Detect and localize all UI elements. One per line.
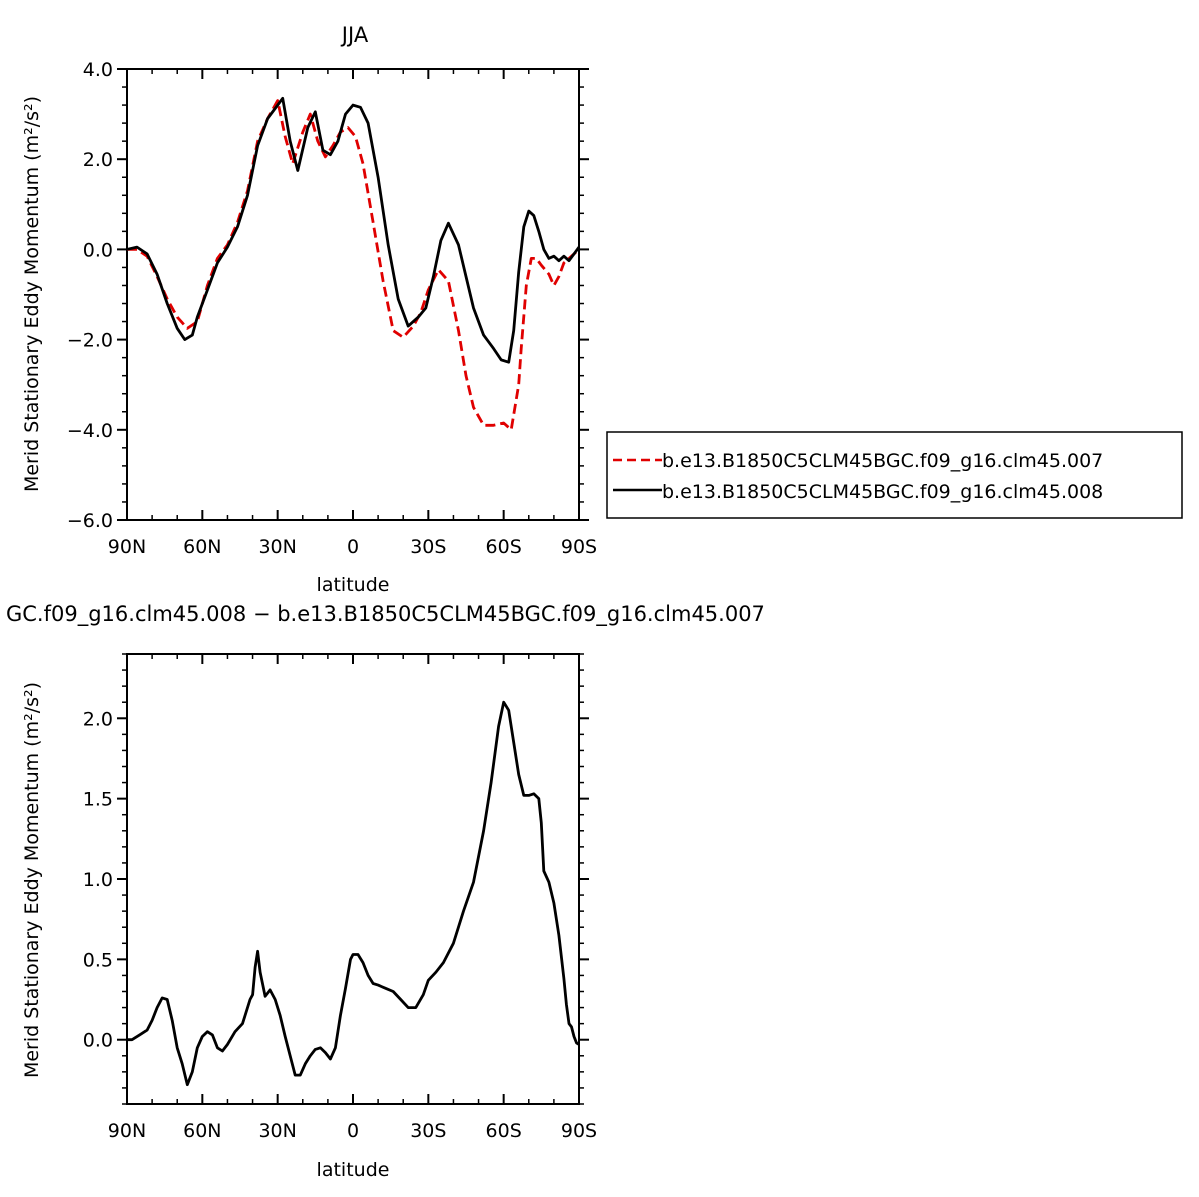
x-tick-label: 90S [561, 536, 597, 558]
y-tick-label: 0.0 [83, 1030, 113, 1052]
bottom-chart-title: GC.f09_g16.clm45.008 − b.e13.B1850C5CLM4… [6, 602, 765, 627]
legend-label-008: b.e13.B1850C5CLM45BGC.f09_g16.clm45.008 [662, 481, 1103, 503]
top-chart-title: JJA [340, 23, 369, 47]
legend-frame [606, 431, 1183, 519]
bottom-series-lines [127, 700, 580, 1087]
x-tick-label: 90N [108, 536, 146, 558]
bottom-x-tick-labels: 90N 60N 30N 0 30S 60S 90S [108, 1120, 597, 1142]
top-panel: JJA 90N 60N 30N 0 30S 60S 90S −6.0 −4.0 −2.0 0.0 2… [21, 23, 597, 596]
y-tick-label: 2.0 [83, 708, 113, 730]
x-tick-label: 30N [258, 536, 296, 558]
series-line-2 [126, 96, 581, 364]
top-x-tick-labels: 90N 60N 30N 0 30S 60S 90S [108, 536, 597, 558]
bottom-axis-ticks [117, 653, 589, 1105]
y-tick-label: −6.0 [67, 510, 113, 532]
series-line-1 [127, 99, 580, 432]
y-tick-label: −2.0 [67, 330, 113, 352]
x-tick-label: 60S [486, 536, 522, 558]
top-y-axis-unit: (m²/s²) [21, 96, 43, 161]
top-y-axis-label-text: Merid Stationary Eddy Momentum [21, 167, 43, 492]
y-tick-label: −4.0 [67, 420, 113, 442]
series-line-1 [127, 700, 580, 1087]
top-series-lines [126, 96, 581, 432]
x-tick-label: 60S [486, 1120, 522, 1142]
x-tick-label: 0 [347, 1120, 359, 1142]
legend: b.e13.B1850C5CLM45BGC.f09_g16.clm45.007 … [606, 431, 1183, 519]
y-tick-label: 4.0 [83, 59, 113, 81]
legend-label-007: b.e13.B1850C5CLM45BGC.f09_g16.clm45.007 [662, 450, 1103, 472]
top-y-tick-labels: −6.0 −4.0 −2.0 0.0 2.0 4.0 [67, 59, 113, 532]
x-tick-label: 60N [183, 536, 221, 558]
top-y-axis-label: Merid Stationary Eddy Momentum (m²/s²) [21, 96, 43, 492]
bottom-y-axis-unit: (m²/s²) [21, 682, 43, 747]
x-tick-label: 30S [410, 1120, 446, 1142]
bottom-x-axis-label: latitude [317, 1159, 390, 1181]
top-axis-ticks [117, 68, 589, 521]
x-tick-label: 90N [108, 1120, 146, 1142]
x-tick-label: 0 [347, 536, 359, 558]
y-tick-label: 1.5 [83, 789, 113, 811]
bottom-y-tick-labels: 0.0 0.5 1.0 1.5 2.0 [83, 708, 113, 1051]
top-plot-frame [126, 68, 580, 521]
y-tick-label: 0.0 [83, 239, 113, 261]
bottom-y-axis-label: Merid Stationary Eddy Momentum (m²/s²) [21, 682, 43, 1078]
x-tick-label: 60N [183, 1120, 221, 1142]
y-tick-label: 1.0 [83, 869, 113, 891]
x-tick-label: 90S [561, 1120, 597, 1142]
x-tick-label: 30S [410, 536, 446, 558]
bottom-panel: GC.f09_g16.clm45.008 − b.e13.B1850C5CLM4… [6, 602, 765, 1181]
bottom-y-axis-label-text: Merid Stationary Eddy Momentum [21, 753, 43, 1078]
top-x-axis-label: latitude [317, 574, 390, 596]
x-tick-label: 30N [258, 1120, 296, 1142]
y-tick-label: 0.5 [83, 949, 113, 971]
y-tick-label: 2.0 [83, 149, 113, 171]
